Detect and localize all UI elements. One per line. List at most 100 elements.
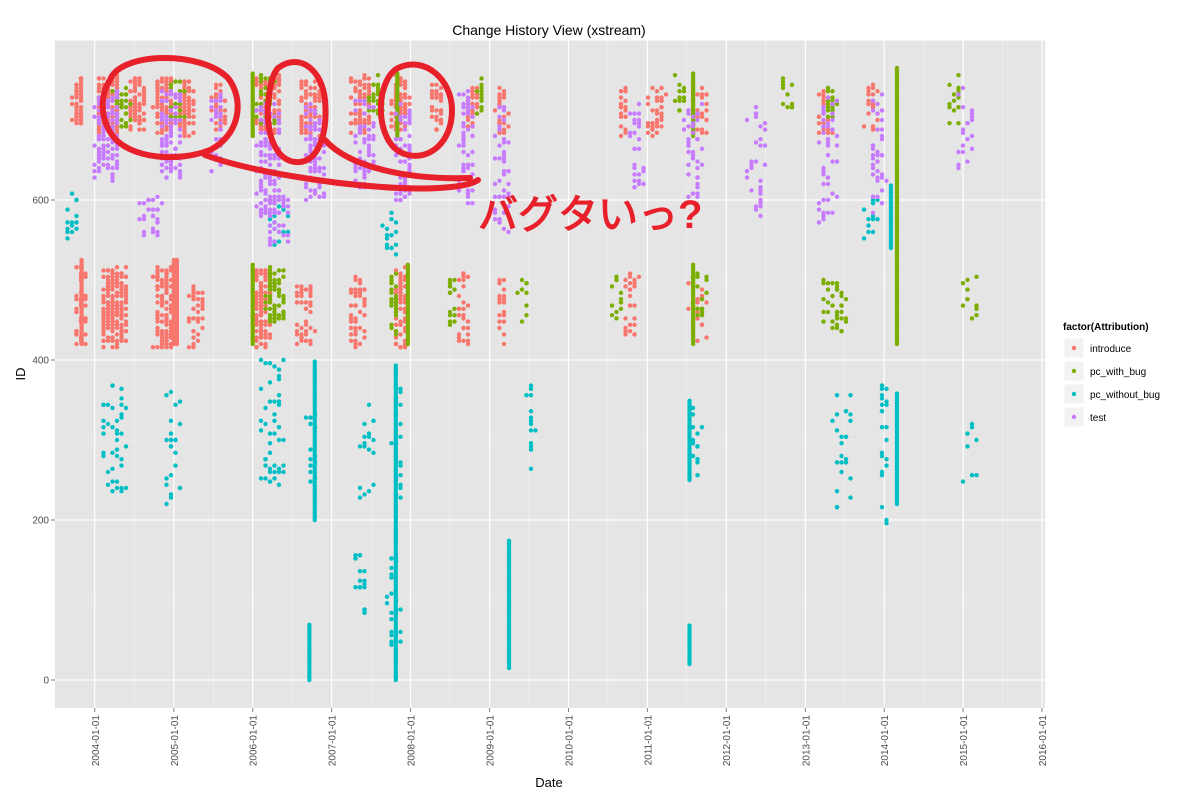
data-point xyxy=(366,137,372,142)
data-point xyxy=(191,98,196,104)
data-point xyxy=(848,476,853,481)
data-point xyxy=(389,124,394,129)
data-point xyxy=(650,108,655,113)
data-point xyxy=(398,495,403,500)
data-point xyxy=(164,105,169,110)
data-point xyxy=(128,117,133,123)
data-point xyxy=(182,108,187,113)
data-point xyxy=(254,313,259,318)
data-point xyxy=(875,194,880,199)
data-point xyxy=(96,124,102,129)
data-point xyxy=(258,313,264,318)
data-point xyxy=(267,277,273,283)
data-point xyxy=(101,345,106,350)
data-point xyxy=(821,309,826,315)
data-point xyxy=(641,181,646,187)
data-point xyxy=(101,156,106,161)
data-point xyxy=(357,578,363,583)
data-point xyxy=(452,287,457,292)
data-point xyxy=(362,121,367,126)
data-point xyxy=(393,220,399,225)
data-point xyxy=(272,127,277,132)
data-point xyxy=(348,290,354,295)
data-point xyxy=(159,111,165,116)
data-point xyxy=(263,290,268,295)
data-point xyxy=(528,447,534,452)
data-point xyxy=(191,114,196,120)
data-point xyxy=(528,383,534,388)
data-point xyxy=(834,194,840,199)
data-point xyxy=(303,130,309,135)
data-point xyxy=(632,146,637,151)
data-point xyxy=(695,127,700,132)
data-point xyxy=(254,108,259,113)
data-point xyxy=(969,146,975,151)
x-tick-label: 2010-01-01 xyxy=(564,715,575,767)
data-point xyxy=(191,341,196,347)
data-point xyxy=(114,162,120,167)
data-point xyxy=(186,85,192,91)
data-point xyxy=(263,79,268,84)
data-point xyxy=(258,306,264,311)
data-point xyxy=(276,204,282,209)
data-point xyxy=(951,98,957,104)
data-point xyxy=(969,133,975,139)
data-point xyxy=(398,297,403,302)
data-point xyxy=(308,338,313,343)
data-point xyxy=(303,319,309,324)
data-point xyxy=(875,153,880,158)
data-point xyxy=(101,402,106,407)
data-point xyxy=(875,159,880,164)
data-point xyxy=(164,277,169,283)
data-point xyxy=(168,492,174,497)
data-point xyxy=(281,309,286,315)
data-point xyxy=(825,153,831,158)
data-point xyxy=(272,101,277,107)
data-point xyxy=(825,143,831,148)
data-point xyxy=(825,85,831,91)
data-point xyxy=(870,201,876,206)
data-point xyxy=(645,124,651,129)
data-point xyxy=(267,178,273,183)
data-point xyxy=(285,204,291,209)
data-point xyxy=(164,482,169,487)
data-point xyxy=(191,287,196,292)
data-point xyxy=(123,300,129,305)
data-point xyxy=(497,297,502,302)
data-point xyxy=(875,127,880,132)
data-point xyxy=(875,175,880,180)
data-point xyxy=(969,421,975,427)
data-point xyxy=(159,300,165,305)
data-point xyxy=(879,473,885,478)
data-point xyxy=(114,274,120,279)
data-point xyxy=(429,92,435,97)
data-point xyxy=(74,197,79,203)
data-point xyxy=(114,101,120,107)
data-point xyxy=(362,335,367,340)
data-point xyxy=(78,92,84,97)
data-point xyxy=(470,124,475,129)
data-point xyxy=(141,101,147,107)
data-point xyxy=(870,82,876,88)
data-point xyxy=(186,345,192,350)
data-point xyxy=(78,76,84,81)
data-point xyxy=(272,178,277,183)
data-point xyxy=(618,124,624,129)
data-point xyxy=(681,98,687,104)
data-point xyxy=(497,217,502,222)
data-point xyxy=(690,441,696,446)
data-point xyxy=(137,79,142,84)
annotation-circle-1 xyxy=(99,55,241,161)
data-point xyxy=(879,409,885,414)
data-point xyxy=(267,281,273,286)
data-point xyxy=(789,105,795,110)
data-point xyxy=(96,153,102,158)
data-point xyxy=(258,309,264,315)
data-point xyxy=(870,217,876,222)
data-point xyxy=(110,178,115,183)
data-point xyxy=(276,303,282,308)
data-point xyxy=(155,332,160,337)
data-point xyxy=(173,146,178,151)
data-point xyxy=(474,89,480,94)
data-point xyxy=(645,130,651,135)
